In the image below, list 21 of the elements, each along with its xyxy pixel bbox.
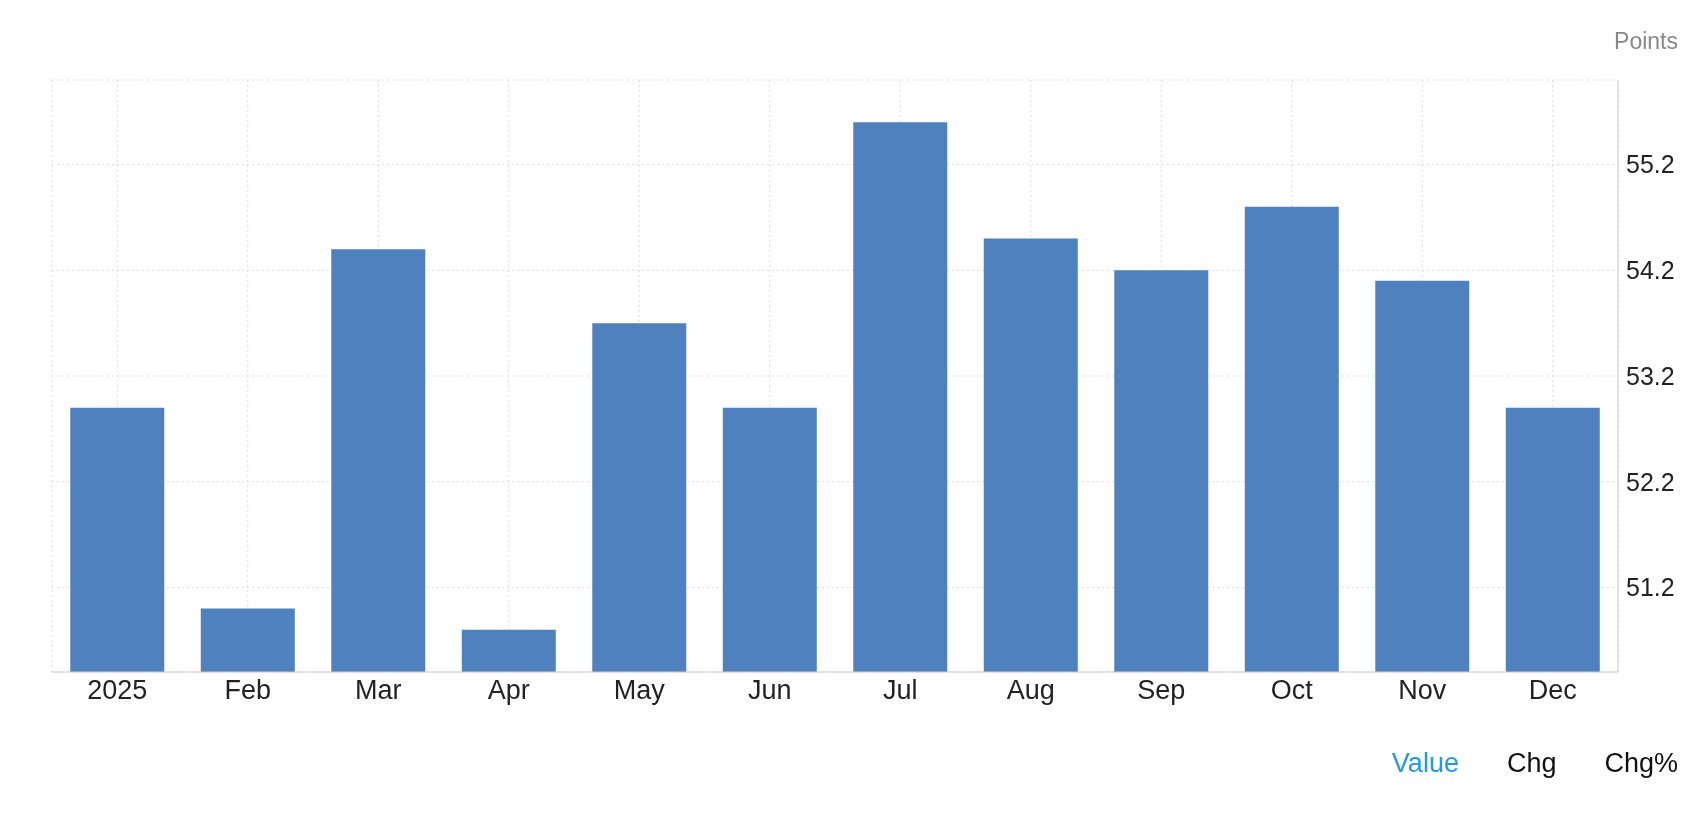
x-tick-label: Oct <box>1270 675 1314 706</box>
x-tick-label: Jul <box>882 675 918 706</box>
x-tick-label: Sep <box>1137 675 1186 706</box>
x-tick-label: Jun <box>747 675 792 706</box>
y-tick-label: 53.2 <box>1626 361 1675 390</box>
x-tick-label: Aug <box>1006 675 1055 706</box>
x-tick-label: Feb <box>224 675 272 706</box>
y-tick-label: 52.2 <box>1626 467 1675 496</box>
x-tick-label: 2025 <box>87 675 148 706</box>
y-tick-label: 51.2 <box>1626 573 1675 602</box>
x-tick-label: May <box>613 675 666 706</box>
y-tick-label: 55.2 <box>1626 150 1675 179</box>
x-tick-label: Dec <box>1528 675 1577 706</box>
y-tick-label: 54.2 <box>1626 256 1675 285</box>
x-tick-label: Nov <box>1398 675 1447 706</box>
text: Chg% <box>1604 748 1678 779</box>
y-axis-title: Points <box>1614 28 1678 55</box>
x-tick-label: Apr <box>487 675 530 706</box>
text: Value <box>1391 748 1459 779</box>
text: Chg <box>1506 748 1557 779</box>
x-tick-label: Mar <box>355 675 402 706</box>
